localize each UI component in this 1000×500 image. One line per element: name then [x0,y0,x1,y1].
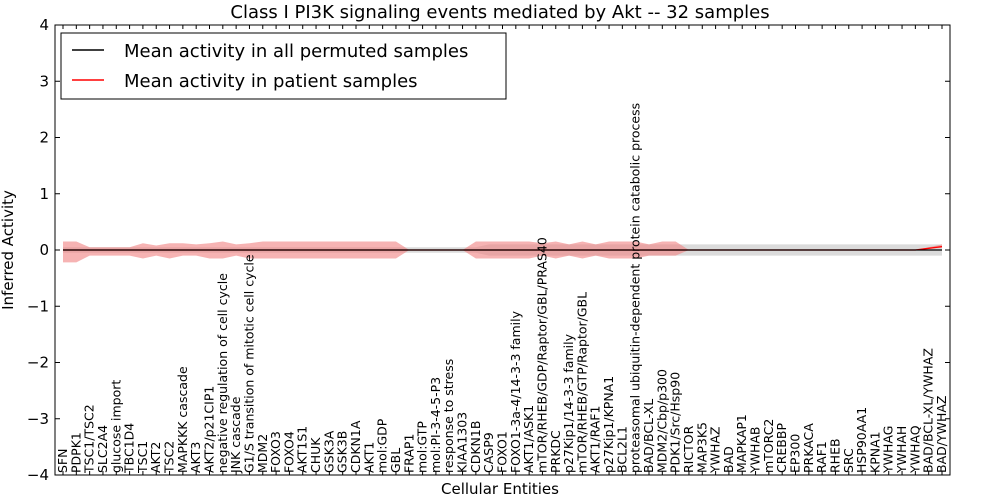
x-tick-label: FOXO1 [495,431,510,473]
x-tick-label: AKT2/p21CIP1 [202,386,217,473]
x-tick-label: SLC2A4 [95,425,110,473]
y-tick-label: −1 [27,297,49,315]
x-tick-label: YWHAG [881,426,896,474]
x-tick-label: MAPKKK cascade [175,366,190,473]
x-tick-label: BCL2L1 [614,426,629,473]
x-tick-label: YWHAQ [907,425,922,474]
x-tick-label: GSK3B [335,431,350,473]
x-tick-label: PDPK1 [68,432,83,473]
x-tick-label: KIAA1303 [455,412,470,473]
y-tick-label: −4 [27,466,49,484]
x-tick-label: CDKN1A [348,420,363,473]
x-tick-label: YWHAH [894,426,909,474]
x-tick-label: BAD/YWHAZ [934,396,949,473]
x-tick-label: negative regulation of cell cycle [215,273,230,473]
x-tick-label: BAD [721,446,736,473]
x-tick-label: MDM2/Cbp/p300 [654,369,669,473]
x-tick-label: FOXO1-3a-4/14-3-3 family [508,310,523,473]
x-tick-label: YWHAZ [708,426,723,474]
x-tick-label: AKT3 [188,442,203,473]
x-tick-label: BAD/BCL-XL [641,399,656,473]
x-tick-label: PRKDC [548,430,563,473]
x-tick-label: FRAP1 [401,434,416,473]
x-tick-label: glucose import [108,380,123,473]
x-tick-label: mTORC2 [761,419,776,473]
x-tick-label: mol:GDP [375,418,390,473]
x-tick-label: TSC1 [135,441,150,474]
x-tick-label: p27Kip1/14-3-3 family [561,333,576,473]
x-tick-label: MAP3K5 [694,422,709,473]
x-tick-label: GBL [388,448,403,473]
x-tick-label: PRKACA [801,423,816,473]
x-tick-label: GSK3A [321,430,336,473]
y-tick-label: 2 [39,129,49,147]
band-patient [63,241,942,263]
x-tick-label: TSC1/TSC2 [82,404,97,474]
y-axis-label: Inferred Activity [0,190,17,310]
legend-label-permuted: Mean activity in all permuted samples [124,41,468,62]
x-tick-label: TSC2 [162,441,177,474]
x-tick-label: YWHAB [748,426,763,474]
x-tick-label: mol:PI-3-4-5-P3 [428,377,443,473]
legend-label-patient: Mean activity in patient samples [124,71,418,92]
x-tick-label: EP300 [788,434,803,473]
x-tick-label: G1/S transition of mitotic cell cycle [241,254,256,473]
x-tick-label: BAD/BCL-XL/YWHAZ [921,348,936,473]
legend: Mean activity in all permuted samples Me… [60,32,507,100]
x-tick-label: mol:GTP [415,421,430,473]
x-tick-label: CDKN1B [468,421,483,473]
x-tick-label: MAPKAP1 [734,414,749,473]
x-tick-label: HSP90AA1 [854,407,869,473]
series-lines [63,245,943,251]
x-tick-label: CASP9 [481,432,496,473]
x-tick-label: RHEB [827,438,842,473]
x-axis-label: Cellular Entities [441,480,559,498]
y-tick-label: 1 [39,185,49,203]
x-tick-label: AKT1/ASK1 [521,405,536,473]
y-tick-label: 0 [39,241,49,259]
x-tick-label: TBC1D4 [122,423,137,474]
x-tick-label: JNK cascade [228,396,243,474]
x-tick-label: mTOR/RHEB/GDP/Raptor/GBL/PRAS40 [534,237,549,473]
y-tick-label: −2 [27,354,49,372]
x-tick-label: FOXO4 [281,431,296,473]
x-tick-label: AKT1/RAF1 [588,406,603,473]
y-tick-label: 3 [39,72,49,90]
x-tick-label: AKT1 [361,442,376,473]
x-tick-label: SFN [55,449,70,473]
y-tick-label: −3 [27,410,49,428]
x-tick-label: CHUK [308,437,323,473]
x-tick-label: FOXO3 [268,431,283,473]
y-axis: −4 −3 −2 −1 0 1 2 3 4 [27,16,950,484]
x-tick-label: CREBBP [774,423,789,473]
x-tick-label: response to stress [441,359,456,473]
x-tick-label: MDM2 [255,434,270,473]
x-tick-label: mTOR/RHEB/GTP/Raptor/GBL [574,292,589,473]
y-tick-label: 4 [39,16,49,34]
x-tick-label: p27Kip1/KPNA1 [601,376,616,473]
x-tick-label: RAF1 [814,441,829,473]
x-tick-label: AKT2 [148,442,163,473]
chart-title: Class I PI3K signaling events mediated b… [230,2,769,23]
x-tick-label: PDK1/Src/Hsp90 [668,372,683,473]
x-tick-label: KPNA1 [867,431,882,473]
x-tick-label: proteasomal ubiquitin-dependent protein … [628,103,643,473]
legend-box [60,32,507,100]
x-tick-label: AKT1S1 [295,426,310,473]
x-tick-label: RICTOR [681,425,696,473]
x-tick-label: SRC [841,448,856,473]
